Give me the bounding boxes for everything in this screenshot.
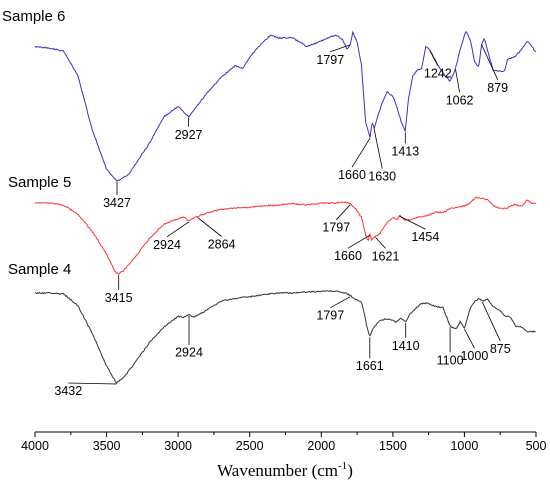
x-axis-title-main: Wavenumber (cm [217,461,338,480]
x-tick-label: 1000 [450,439,478,453]
peak-label: 1660 [334,249,362,263]
peak-label: 1621 [372,249,400,263]
series-line-sample-6 [34,30,537,182]
peak-label: 3415 [105,291,133,305]
peak-leader-line [68,382,117,385]
x-tick-label: 4000 [21,439,49,453]
peak-label: 1661 [356,359,384,373]
peak-leader-line [481,44,499,80]
peak-leader-line [347,234,371,249]
peak-leader-line [197,217,222,237]
peak-leader-line [330,296,351,309]
peak-label: 1660 [338,168,366,182]
peak-leader-line [336,204,351,220]
peak-leader-line [373,129,383,169]
peak-label: 1410 [392,339,420,353]
peak-label: 1242 [424,67,452,81]
x-tick-label: 500 [526,439,547,453]
series-label-sample-4: Sample 4 [8,261,71,278]
x-axis: 4000 3500 3000 2500 2000 1500 1000 500 [21,431,547,453]
peak-label: 3432 [54,384,82,398]
peak-label: 2924 [153,238,181,252]
peak-label: 1000 [460,349,488,363]
peak-leader-line [330,44,351,53]
series-line-sample-5 [34,196,537,275]
peak-label: 1797 [322,221,350,235]
peak-leader-line [429,50,439,66]
peak-label: 1454 [411,230,439,244]
peak-leader-line [351,137,371,168]
peak-label: 1797 [316,309,344,323]
peak-label: 1100 [437,353,464,367]
peak-leader-line [455,69,460,93]
peak-label: 1062 [446,94,474,108]
x-axis-title-suffix: ) [347,461,353,480]
x-axis-title-superscript: -1 [338,460,347,472]
peak-label: 1630 [368,169,396,183]
peak-leader-line [399,215,426,230]
series-label-sample-6: Sample 6 [2,8,65,25]
peak-label: 2924 [175,346,203,360]
peak-leader-line [375,237,386,249]
series-label-sample-5: Sample 5 [8,174,71,191]
series-line-sample-4 [34,290,536,385]
peak-label: 3427 [103,196,131,210]
peak-label: 2864 [208,238,236,252]
peak-label: 875 [490,342,511,356]
peak-leader-line [481,301,501,342]
x-tick-label: 1500 [379,439,407,453]
x-axis-title: Wavenumber (cm-1) [217,460,353,480]
peak-label: 1797 [316,53,344,67]
x-tick-label: 3500 [93,439,121,453]
x-tick-label: 3000 [164,439,192,453]
peak-leader-line [464,328,475,349]
peak-label: 1413 [391,144,419,158]
peak-leader-line [166,221,190,238]
x-tick-label: 2000 [307,439,335,453]
series-layer: Sample 6 Sample 5 Sample 4 [2,8,537,385]
peak-label: 2927 [175,128,203,142]
x-tick-label: 2500 [236,439,264,453]
peak-label: 879 [487,81,508,95]
